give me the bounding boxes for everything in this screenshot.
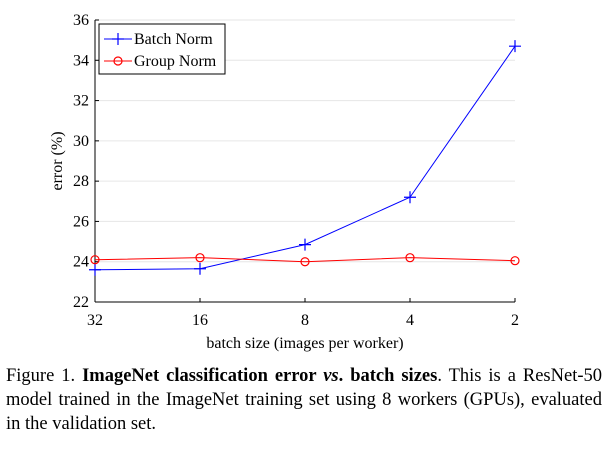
x-axis-label: batch size (images per worker) [206,335,403,352]
caption-label: Figure 1. [6,366,76,386]
legend-label-group-norm: Group Norm [134,53,217,70]
series-group [89,40,521,276]
chart: 22 24 26 28 30 32 34 36 32 16 8 4 2 error (%) batch… [49,12,521,352]
x-ticks: 32 16 8 4 2 [87,298,519,329]
legend-label-batch-norm: Batch Norm [134,31,213,48]
legend-marker-batch-norm [112,33,124,45]
y-tick-label-36: 36 [73,12,89,29]
y-tick-label-24: 24 [73,254,89,271]
series-line-group-norm [94,257,516,263]
y-ticks: 22 24 26 28 30 32 34 36 [73,12,99,311]
point-group-norm-8 [300,257,310,267]
point-batch-norm-32 [89,263,101,276]
point-batch-norm-4 [404,191,416,204]
y-tick-label-22: 22 [73,294,89,311]
point-group-norm-4 [405,253,415,263]
point-batch-norm-2 [509,40,521,53]
point-group-norm-2 [510,256,520,266]
caption-title: ImageNet classification error vs. batch … [82,366,438,386]
x-tick-label-16: 16 [192,312,208,329]
y-tick-label-32: 32 [73,93,89,110]
y-tick-label-34: 34 [73,52,89,69]
y-tick-label-28: 28 [73,173,89,190]
figure-caption: Figure 1. ImageNet classification error … [6,364,602,436]
point-group-norm-32 [90,255,100,265]
x-tick-label-8: 8 [301,312,309,329]
x-tick-label-4: 4 [406,312,414,329]
legend: Batch Norm Group Norm [98,23,226,75]
series-line-batch-norm [94,45,516,271]
x-tick-label-32: 32 [87,312,103,329]
caption-body: . This is a ResNet-50 model trained in t… [6,366,602,434]
point-group-norm-16 [195,253,205,263]
y-axis-label: error (%) [49,131,66,190]
legend-box [98,23,226,75]
point-batch-norm-8 [299,238,311,251]
x-tick-label-2: 2 [511,312,519,329]
point-batch-norm-16 [194,262,206,275]
legend-marker-group-norm [113,56,123,66]
y-tick-label-30: 30 [73,133,89,150]
y-tick-label-26: 26 [73,213,89,230]
